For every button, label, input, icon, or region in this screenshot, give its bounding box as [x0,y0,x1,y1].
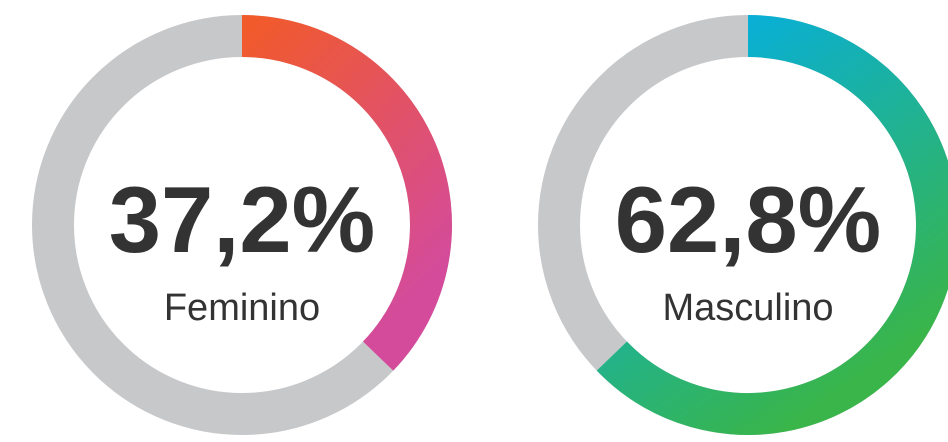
donut-arc [596,15,948,435]
value-label: 37,2% [109,167,376,272]
category-label: Masculino [662,287,833,329]
category-label: Feminino [164,287,320,329]
value-label: 62,8% [615,167,882,272]
donut-arc [241,15,452,371]
